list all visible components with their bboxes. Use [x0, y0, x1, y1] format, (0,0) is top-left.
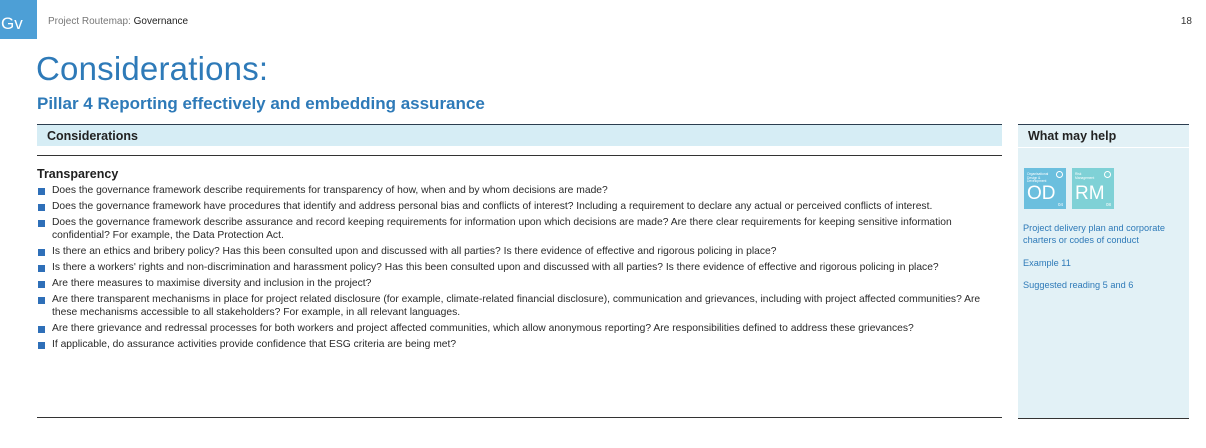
- list-item-text: Are there grievance and redressal proces…: [52, 322, 914, 334]
- bullet-icon: [38, 265, 45, 273]
- section-heading: Transparency: [37, 167, 119, 181]
- badge-small-label: Risk Management: [1075, 172, 1095, 180]
- badge-small-label: Organisational Design & Development: [1027, 172, 1049, 184]
- badge-abbr: OD: [1027, 183, 1056, 204]
- badge-number: 04: [1057, 202, 1063, 207]
- list-item: Does the governance framework describe r…: [37, 185, 1002, 197]
- help-link-suggested-reading[interactable]: Suggested reading 5 and 6: [1023, 280, 1134, 290]
- what-may-help-label: What may help: [1028, 129, 1117, 143]
- list-item-text: Does the governance framework describe r…: [52, 185, 608, 196]
- od-badge[interactable]: Organisational Design & Development OD 0…: [1024, 168, 1066, 209]
- considerations-list: Does the governance framework describe r…: [37, 185, 1002, 355]
- list-item: Does the governance framework have proce…: [37, 201, 1002, 213]
- bullet-icon: [38, 281, 45, 289]
- people-icon: [1056, 171, 1063, 178]
- divider: [37, 155, 1002, 156]
- list-item: Does the governance framework describe a…: [37, 217, 1002, 241]
- help-link-delivery-plan[interactable]: Project delivery plan and corporate char…: [1023, 223, 1165, 245]
- bullet-icon: [38, 248, 45, 256]
- list-item-text: Does the governance framework have proce…: [52, 201, 933, 213]
- section-tab[interactable]: Gv: [0, 0, 37, 39]
- what-may-help-panel: What may help Organisational Design & De…: [1018, 124, 1189, 419]
- list-item: Are there grievance and redressal proces…: [37, 323, 1002, 335]
- breadcrumb: Project Routemap: Governance: [48, 16, 188, 27]
- list-item: Are there measures to maximise diversity…: [37, 278, 1002, 290]
- page-subtitle: Pillar 4 Reporting effectively and embed…: [37, 94, 485, 113]
- considerations-header: Considerations: [37, 124, 1002, 146]
- list-item-text: Is there an ethics and bribery policy? H…: [52, 245, 777, 257]
- bullet-icon: [38, 220, 45, 228]
- list-item: Is there a workers' rights and non-discr…: [37, 262, 1002, 274]
- risk-icon: [1104, 171, 1111, 178]
- bullet-icon: [38, 188, 45, 195]
- page-number: 18: [1180, 16, 1192, 27]
- bullet-icon: [38, 325, 45, 333]
- considerations-header-label: Considerations: [47, 129, 138, 143]
- list-item: If applicable, do assurance activities p…: [37, 339, 1002, 351]
- divider: [1018, 418, 1189, 419]
- list-item: Are there transparent mechanisms in plac…: [37, 294, 1002, 318]
- bullet-icon: [38, 297, 45, 305]
- list-item-text: Are there measures to maximise diversity…: [52, 278, 372, 290]
- list-item: Is there an ethics and bribery policy? H…: [37, 246, 1002, 258]
- help-link-example[interactable]: Example 11: [1023, 258, 1071, 268]
- bullet-icon: [38, 204, 45, 212]
- list-item-text: Is there a workers' rights and non-discr…: [52, 262, 939, 274]
- divider: [1018, 147, 1189, 148]
- divider: [37, 417, 1002, 418]
- page-title: Considerations:: [36, 50, 269, 87]
- list-item-text: Are there transparent mechanisms in plac…: [52, 294, 981, 318]
- list-item-text: Does the governance framework describe a…: [52, 217, 952, 241]
- rm-badge[interactable]: Risk Management RM 08: [1072, 168, 1114, 209]
- list-item-text: If applicable, do assurance activities p…: [52, 339, 457, 351]
- badge-number: 08: [1105, 202, 1111, 207]
- bullet-icon: [38, 342, 45, 350]
- badge-abbr: RM: [1075, 183, 1105, 204]
- breadcrumb-prefix: Project Routemap:: [48, 16, 131, 27]
- what-may-help-header: What may help: [1018, 125, 1189, 147]
- breadcrumb-current[interactable]: Governance: [133, 16, 189, 27]
